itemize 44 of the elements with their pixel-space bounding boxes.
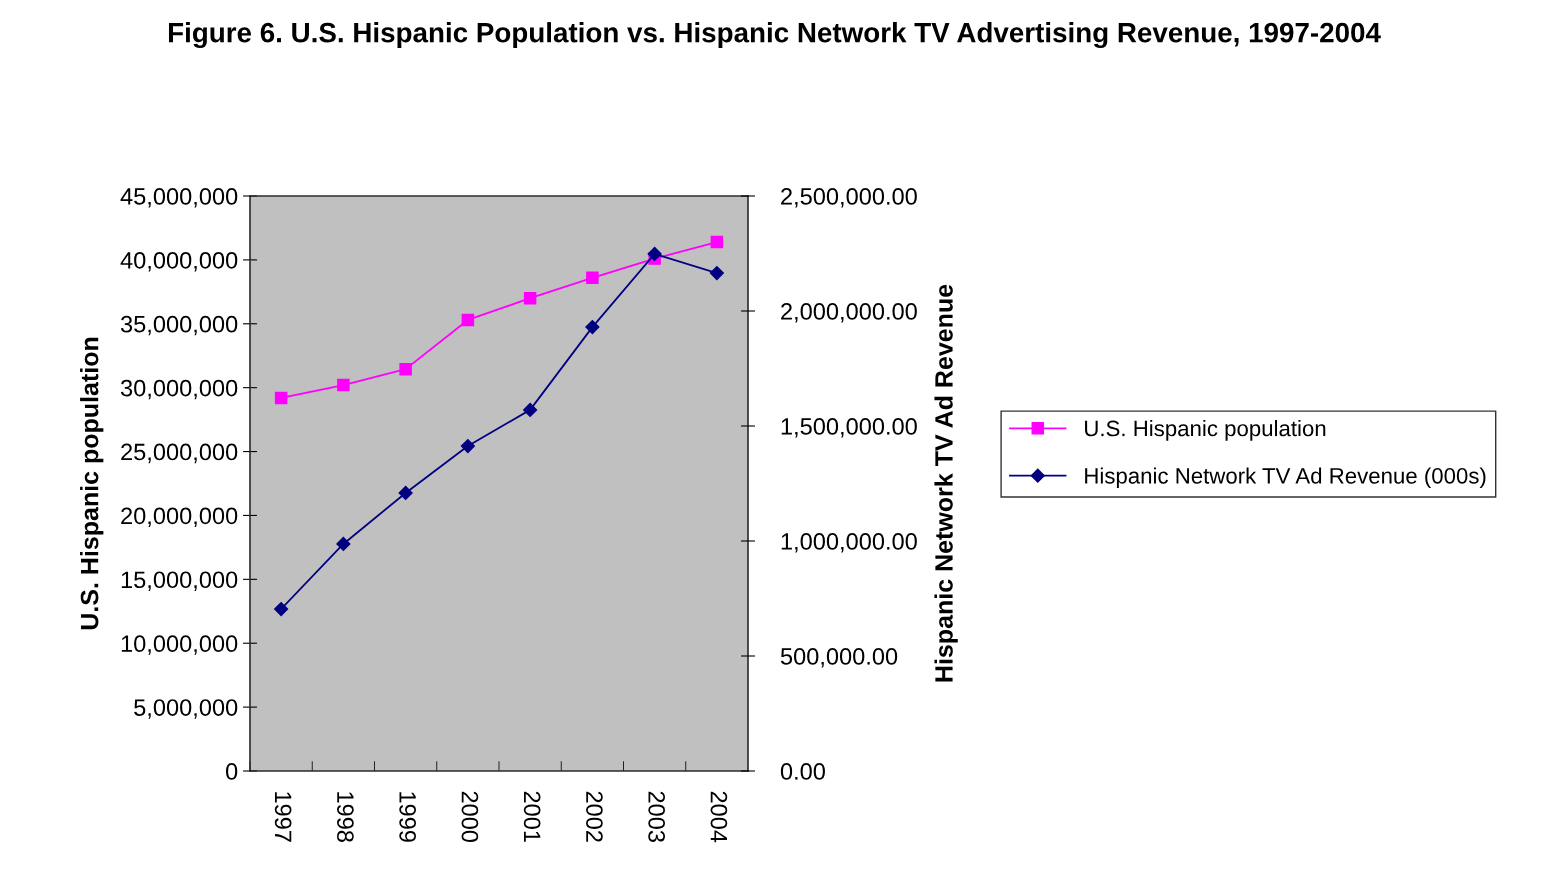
y2-tick-label: 2,000,000.00	[781, 303, 917, 323]
point	[461, 313, 475, 327]
point	[710, 235, 724, 249]
point	[274, 391, 288, 405]
y2-tick-label: 1,000,000.00	[781, 533, 917, 553]
legend-label: U.S. Hispanic population	[1085, 420, 1326, 441]
point	[398, 485, 413, 501]
point	[585, 320, 600, 335]
point	[337, 378, 350, 392]
point	[709, 265, 724, 281]
y-tick-label: 30,000,000	[120, 379, 238, 400]
y-tick-label: 0	[225, 763, 238, 780]
y2-tick-label: 0.00	[780, 763, 825, 780]
x-tick-label: 2002	[586, 791, 603, 842]
x-tick-label: 1998	[337, 792, 354, 842]
x-tick-label: 2001	[523, 791, 541, 842]
point	[460, 438, 475, 454]
point	[336, 536, 351, 552]
y-tick-label: 20,000,000	[121, 507, 238, 528]
legend-label: Hispanic Network TV Ad Revenue (000s)	[1085, 467, 1486, 489]
x-tick-label: 2000	[461, 791, 479, 843]
y-tick-label: 15,000,000	[121, 571, 238, 591]
y-tick-label: 40,000,000	[120, 251, 238, 272]
y-axis-title: U.S. Hispanic population	[80, 337, 104, 630]
y2-tick-label: 500,000.00	[780, 648, 898, 668]
y-tick-label: 10,000,000	[121, 635, 238, 655]
x-tick-label: 2003	[648, 791, 666, 842]
chart-title: Figure 6. U.S. Hispanic Population vs. Hispanic Network TV Advertising Revenue, 1997-2004	[168, 22, 1381, 49]
point	[647, 246, 662, 262]
y2-tick-label: 1,500,000.00	[781, 418, 917, 438]
x-tick-label: 1997	[274, 792, 292, 842]
point	[399, 362, 412, 376]
y-tick-label: 5,000,000	[134, 699, 238, 719]
point	[274, 602, 289, 617]
point	[523, 402, 538, 417]
y2-tick-label: 2,500,000.00	[781, 188, 917, 208]
point	[586, 271, 599, 285]
x-tick-label: 2004	[710, 791, 728, 843]
y-tick-label: 45,000,000	[120, 188, 238, 208]
y-tick-label: 25,000,000	[121, 443, 238, 464]
y-tick-label: 35,000,000	[120, 315, 238, 336]
y2-axis-title: Hispanic Network TV Ad Revenue	[934, 284, 958, 682]
x-tick-label: 1999	[399, 792, 417, 842]
point	[523, 291, 537, 305]
